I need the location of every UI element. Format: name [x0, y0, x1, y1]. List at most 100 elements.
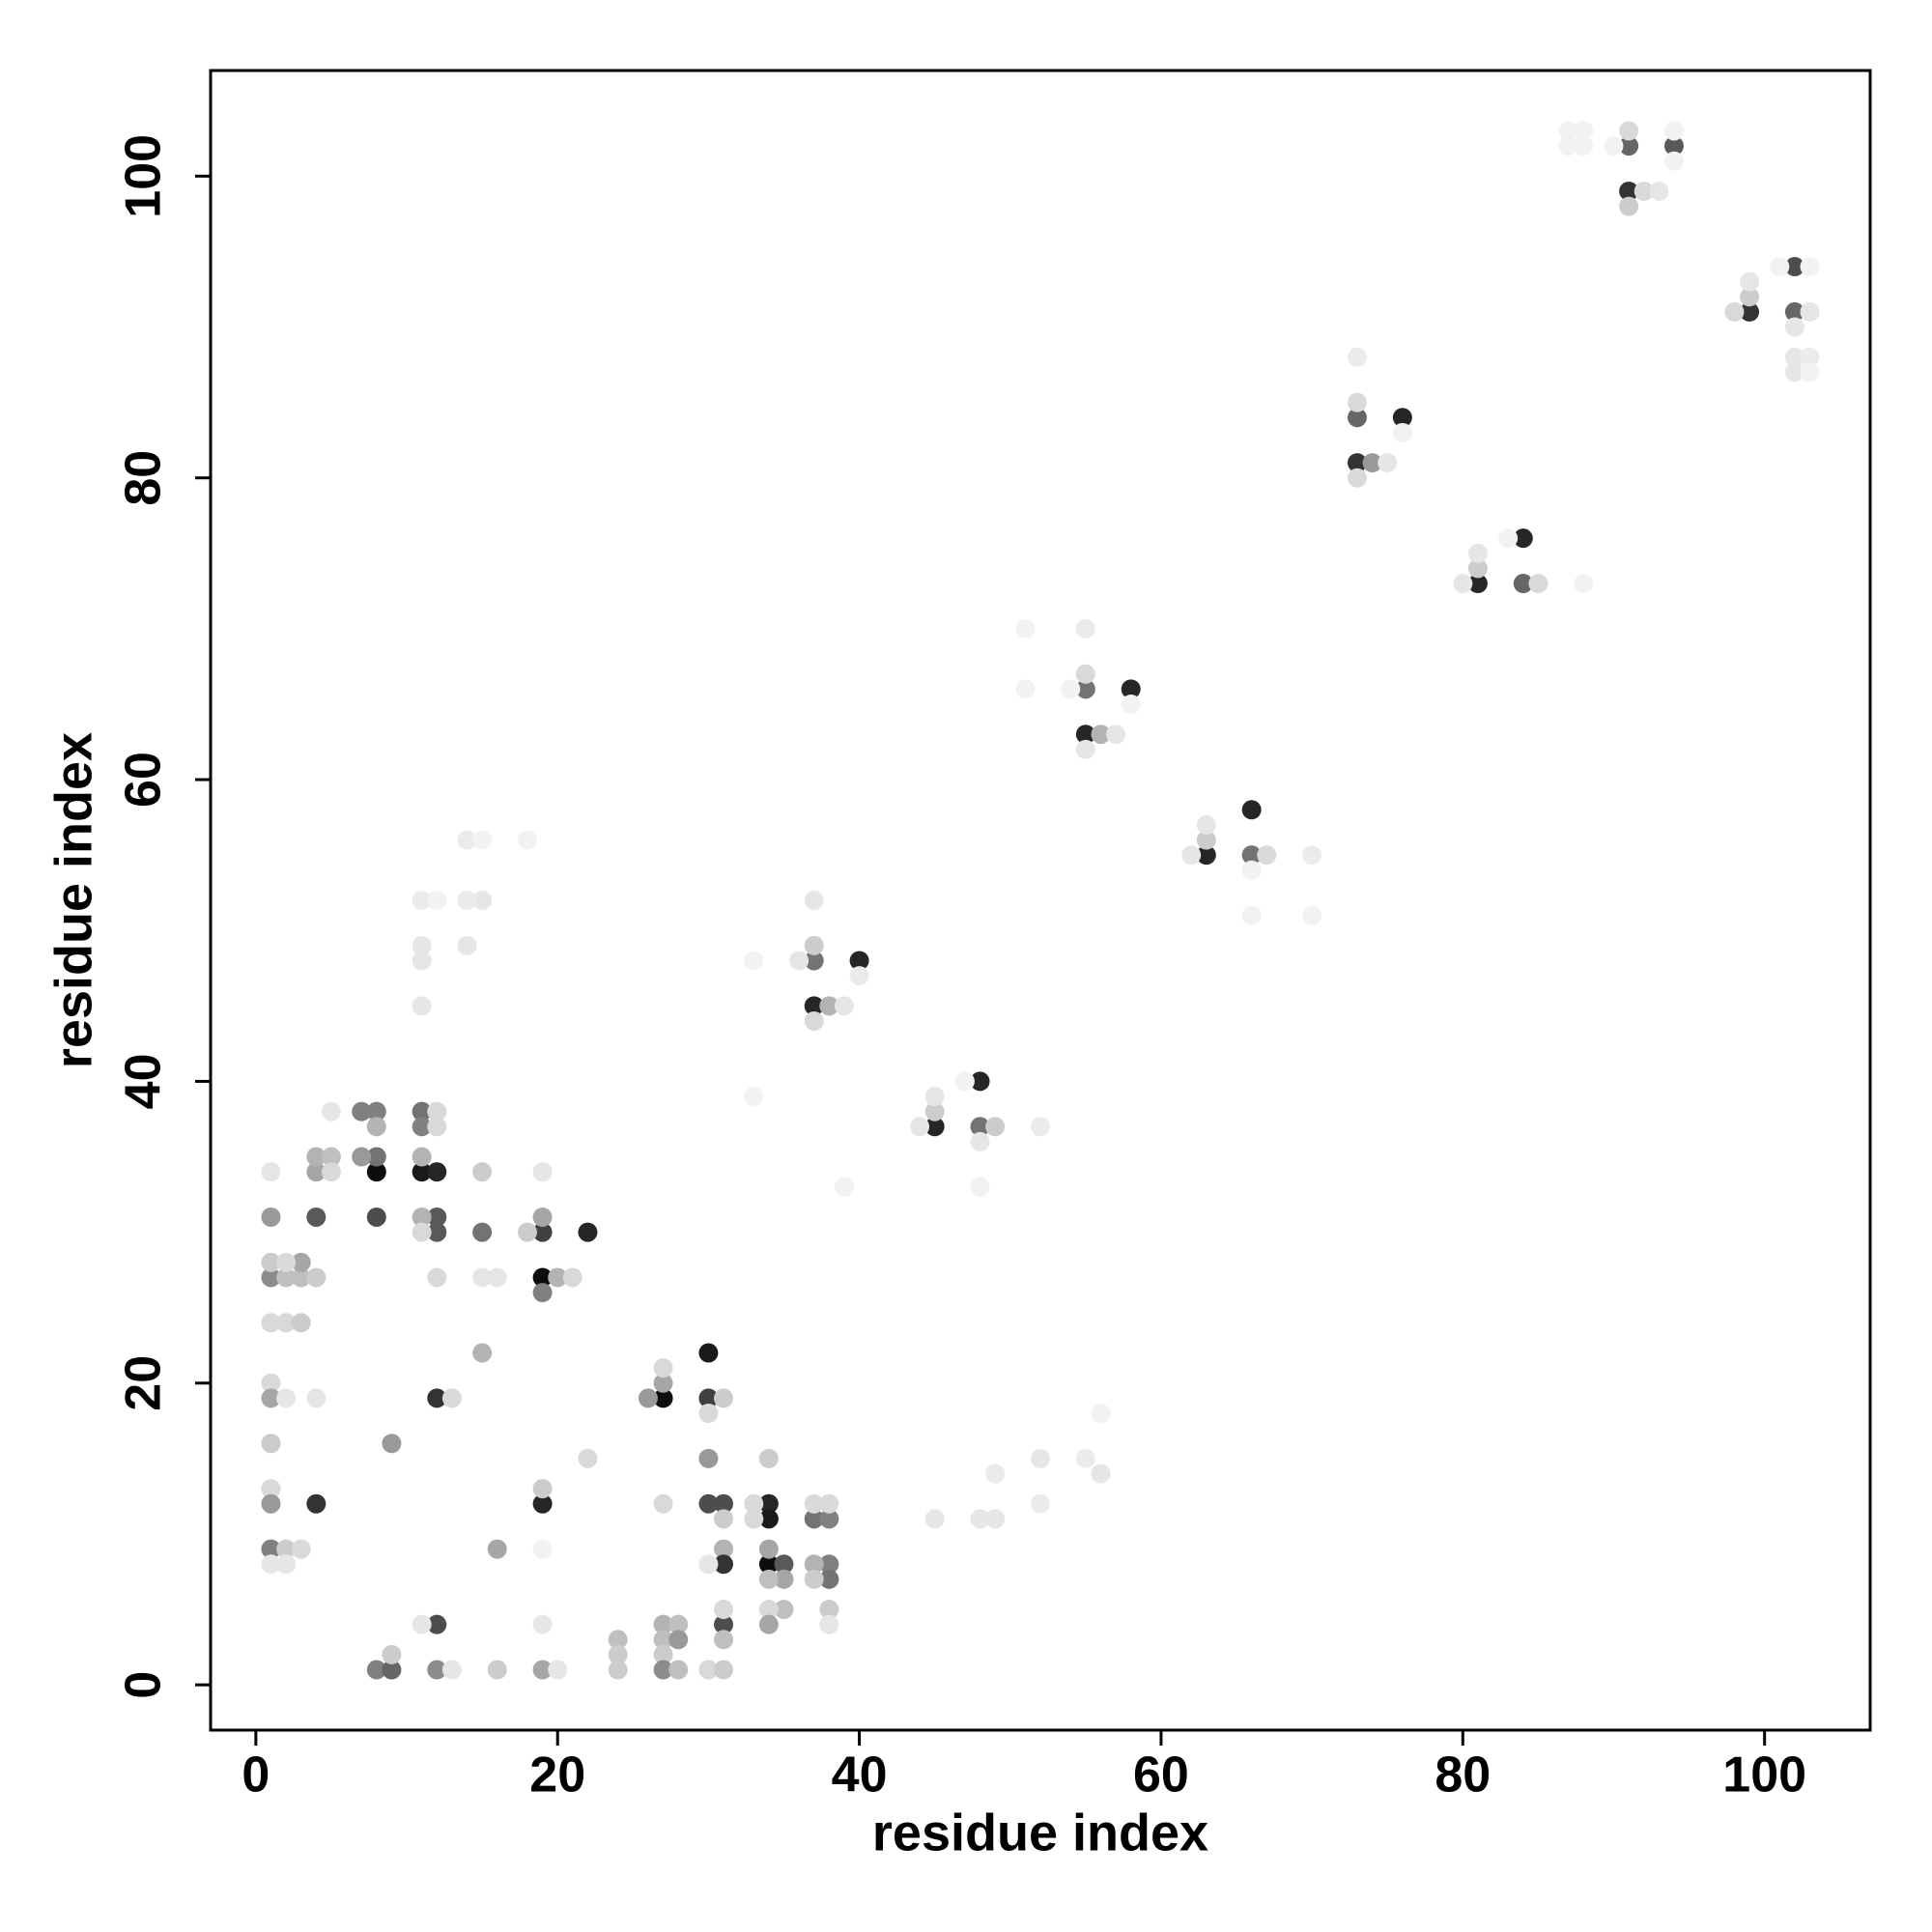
contact-point [366, 1117, 386, 1137]
contact-point [1362, 453, 1382, 473]
contact-point [744, 1087, 764, 1107]
contact-point [427, 1117, 447, 1137]
contact-point [804, 935, 824, 955]
contact-point [698, 1343, 719, 1363]
contact-point [1663, 121, 1684, 141]
contact-point [306, 1162, 327, 1182]
contact-point [306, 1267, 327, 1288]
y-tick-label: 0 [116, 1671, 172, 1699]
contact-point [366, 1162, 386, 1182]
contact-point [276, 1554, 297, 1575]
contact-point [412, 891, 432, 910]
contact-point [291, 1539, 311, 1559]
y-tick-label: 60 [116, 752, 172, 808]
contact-point [1196, 814, 1216, 835]
contact-point [261, 1479, 281, 1499]
contact-point [608, 1630, 628, 1650]
contact-point [352, 1101, 372, 1122]
contact-point [532, 1283, 553, 1303]
contact-point [758, 1448, 779, 1468]
contact-point [1347, 453, 1367, 473]
contact-point [698, 1493, 719, 1514]
contact-point [970, 1117, 990, 1137]
contact-point [1740, 287, 1760, 307]
contact-point [261, 1267, 281, 1288]
contact-point [261, 1162, 281, 1182]
contact-point [1467, 574, 1488, 594]
contact-point [1619, 181, 1639, 201]
contact-point [1015, 679, 1036, 699]
contact-point [1467, 558, 1488, 579]
contact-point [819, 1554, 839, 1575]
contact-point [457, 830, 477, 850]
contact-point [382, 1644, 402, 1664]
contact-point [472, 891, 493, 910]
contact-point [291, 1267, 311, 1288]
contact-point [306, 1207, 327, 1227]
contact-point [1784, 362, 1804, 383]
y-tick-label: 40 [116, 1053, 172, 1109]
contact-point [653, 1660, 673, 1680]
contact-point [261, 1313, 281, 1333]
contact-point [427, 1207, 447, 1227]
contact-point [1075, 679, 1095, 699]
contact-point [487, 1267, 507, 1288]
x-tick-label: 100 [1722, 1747, 1806, 1804]
contact-point [1061, 679, 1081, 699]
contact-point [532, 1267, 553, 1288]
y-tick-label: 80 [116, 450, 172, 506]
y-tick-label: 20 [116, 1355, 172, 1411]
contact-point [517, 830, 537, 850]
contact-point [1241, 800, 1262, 820]
contact-point [804, 1509, 824, 1529]
contact-point [276, 1267, 297, 1288]
contact-point [291, 1252, 311, 1272]
contact-point [472, 830, 493, 850]
contact-point [548, 1660, 568, 1680]
contact-point [1619, 121, 1639, 141]
contact-point [819, 996, 839, 1016]
contact-point [819, 1600, 839, 1620]
contact-point [427, 1101, 447, 1122]
contact-point [412, 951, 432, 971]
contact-point [698, 1660, 719, 1680]
contact-point [412, 935, 432, 955]
contact-point [1634, 181, 1654, 201]
contact-point [1619, 136, 1639, 156]
contact-point [472, 1343, 493, 1363]
contact-point [1784, 347, 1804, 367]
contact-point [321, 1162, 341, 1182]
contact-point [1392, 408, 1412, 428]
contact-point [1800, 362, 1820, 383]
contact-point [1196, 845, 1216, 866]
contact-point [472, 1222, 493, 1242]
contact-point [653, 1358, 673, 1378]
contact-point [276, 1252, 297, 1272]
contact-point [517, 1222, 537, 1242]
x-tick-label: 40 [832, 1747, 888, 1804]
contact-point [427, 1388, 447, 1408]
contact-point [1619, 196, 1639, 216]
contact-point [1740, 301, 1760, 322]
contact-point [1302, 845, 1322, 866]
contact-point [412, 1147, 432, 1167]
contact-point [427, 1222, 447, 1242]
contact-point [1075, 724, 1095, 745]
contact-point [1784, 317, 1804, 337]
x-tick-label: 80 [1435, 1747, 1491, 1804]
contact-point [1498, 528, 1519, 549]
contact-point [306, 1493, 327, 1514]
contact-point [804, 1569, 824, 1589]
contact-point [758, 1569, 779, 1589]
contact-point [276, 1539, 297, 1559]
contact-point [352, 1147, 372, 1167]
contact-point [1347, 468, 1367, 488]
contact-point [668, 1630, 689, 1650]
contact-point [532, 1539, 553, 1559]
contact-point [1574, 574, 1594, 594]
contact-point [1075, 618, 1095, 639]
contact-point [970, 1177, 990, 1197]
contact-point [849, 951, 869, 971]
contact-point [1302, 905, 1322, 925]
